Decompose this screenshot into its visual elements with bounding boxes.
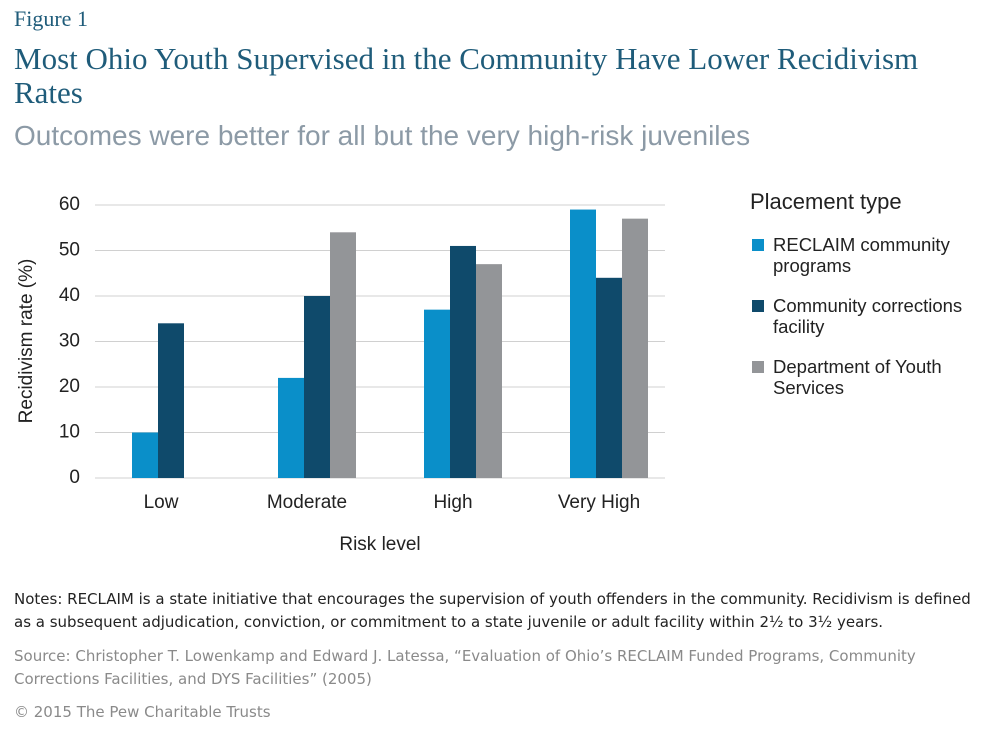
- bar: [424, 309, 450, 478]
- x-axis-label: Risk level: [339, 534, 420, 555]
- bar: [278, 377, 304, 478]
- legend-item: Department of Youth Services: [752, 356, 987, 398]
- legend-label: Department of Youth Services: [773, 356, 942, 398]
- x-tick-label: Very High: [558, 492, 640, 513]
- y-axis-label: Recidivism rate (%): [16, 259, 37, 424]
- legend-item: RECLAIM community programs: [752, 234, 987, 276]
- x-tick-label: High: [433, 492, 472, 513]
- y-tick-label: 50: [59, 240, 80, 261]
- chart-title: Most Ohio Youth Supervised in the Commun…: [14, 41, 919, 110]
- y-tick-label: 0: [69, 467, 80, 488]
- copyright: © 2015 The Pew Charitable Trusts: [14, 703, 271, 721]
- legend-title: Placement type: [750, 189, 902, 214]
- bar: [330, 232, 356, 478]
- figure-label: Figure 1: [14, 6, 88, 31]
- legend-label: RECLAIM community programs: [773, 234, 950, 276]
- legend-item: Community corrections facility: [752, 295, 987, 337]
- bar: [596, 277, 622, 478]
- chart-subtitle: Outcomes were better for all but the ver…: [14, 120, 751, 151]
- y-tick-label: 10: [59, 422, 80, 443]
- bar: [476, 264, 502, 478]
- bar: [132, 432, 158, 478]
- x-tick-label: Moderate: [267, 492, 347, 513]
- bar: [304, 296, 330, 478]
- legend-label: Community corrections facility: [773, 295, 963, 337]
- bar: [450, 245, 476, 478]
- bar: [570, 209, 596, 479]
- legend-swatch: [752, 361, 764, 373]
- y-tick-label: 30: [59, 331, 80, 352]
- y-tick-label: 40: [59, 285, 80, 306]
- source: Source: Christopher T. Lowenkamp and Edw…: [14, 647, 916, 688]
- legend-swatch: [752, 239, 764, 251]
- y-tick-label: 60: [59, 194, 80, 215]
- bar: [622, 218, 648, 478]
- legend-swatch: [752, 300, 764, 312]
- x-tick-label: Low: [144, 492, 179, 513]
- notes: Notes: RECLAIM is a state initiative tha…: [14, 590, 971, 631]
- bar: [158, 323, 184, 478]
- y-tick-label: 20: [59, 376, 80, 397]
